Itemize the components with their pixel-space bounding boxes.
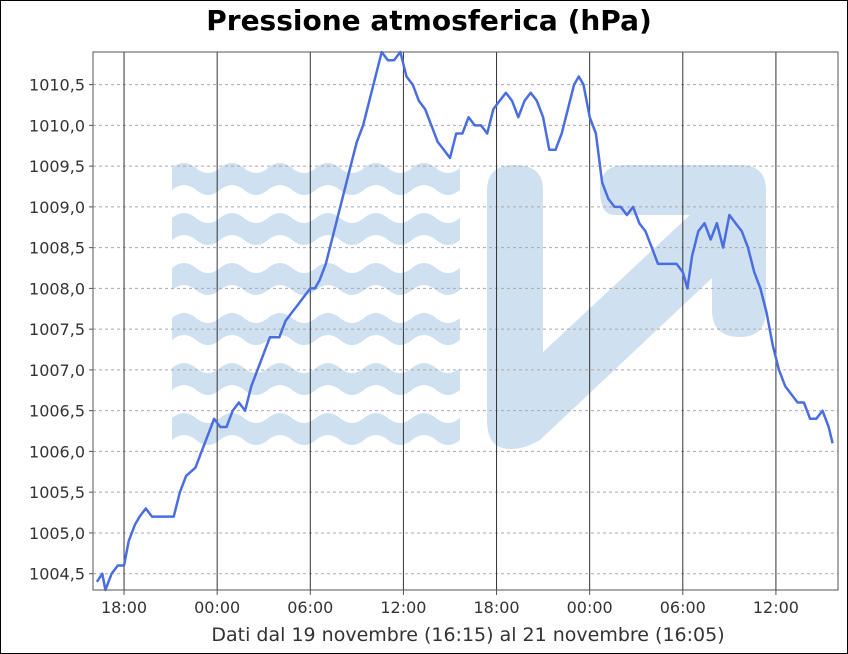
y-tick-label: 1004,5 <box>29 565 85 584</box>
y-tick-label: 1009,5 <box>29 157 85 176</box>
y-tick-label: 1007,0 <box>29 361 85 380</box>
y-tick-label: 1007,5 <box>29 320 85 339</box>
watermark-wave <box>172 263 460 295</box>
pressure-series-line <box>95 50 834 592</box>
y-tick-label: 1010,5 <box>29 76 85 95</box>
y-tick-label: 1006,5 <box>29 402 85 421</box>
y-tick-label: 1005,0 <box>29 524 85 543</box>
y-tick-label: 1009,0 <box>29 198 85 217</box>
x-axis-ticks: 18:00 00:00 06:00 12:00 18:00 00:00 06:00 12:00 <box>101 590 799 617</box>
x-tick-label: 12:00 <box>753 598 799 617</box>
x-tick-label: 00:00 <box>194 598 240 617</box>
watermark-wave <box>172 413 460 445</box>
plot-area <box>92 51 839 591</box>
x-tick-label: 00:00 <box>567 598 613 617</box>
x-tick-label: 12:00 <box>380 598 426 617</box>
logo-watermark <box>172 163 766 449</box>
x-tick-label: 18:00 <box>473 598 519 617</box>
y-tick-label: 1008,0 <box>29 279 85 298</box>
chart-title: Pressione atmosferica (hPa) <box>206 4 652 37</box>
y-tick-label: 1010,0 <box>29 116 85 135</box>
y-tick-label: 1006,0 <box>29 442 85 461</box>
x-tick-label: 06:00 <box>287 598 333 617</box>
y-tick-label: 1005,5 <box>29 483 85 502</box>
y-tick-label: 1008,5 <box>29 239 85 258</box>
watermark-wave <box>172 363 460 395</box>
x-grid <box>123 52 777 590</box>
y-axis-ticks: 1004,5 1005,0 1005,5 1006,0 1006,5 1007,0 1007… <box>29 76 93 584</box>
series-layer <box>95 50 834 592</box>
x-axis-label: Dati dal 19 novembre (16:15) al 21 novem… <box>211 624 724 646</box>
x-tick-label: 18:00 <box>101 598 147 617</box>
watermark-wave <box>172 163 460 195</box>
watermark-wave <box>172 213 460 245</box>
x-tick-label: 06:00 <box>660 598 706 617</box>
watermark-arrow <box>487 165 766 449</box>
